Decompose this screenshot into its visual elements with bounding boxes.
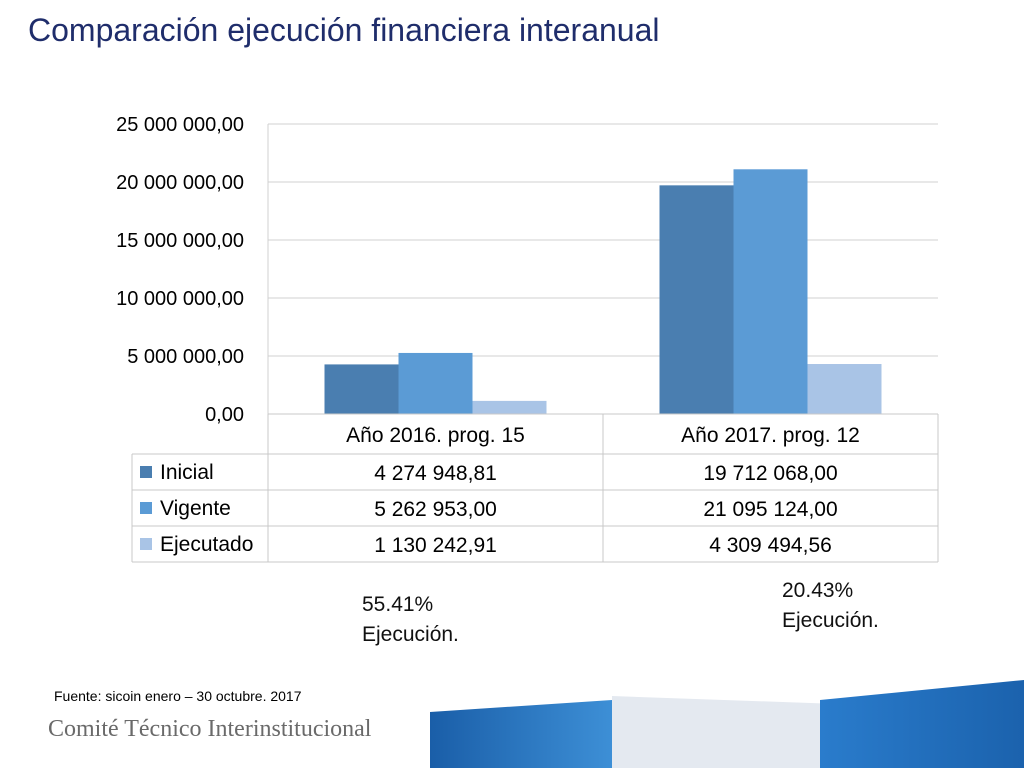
bar-ejecutado-0 <box>472 400 547 414</box>
execution-label-2017: Ejecución. <box>782 609 879 632</box>
y-tick-label: 10 000 000,00 <box>116 288 244 310</box>
legend-swatch <box>140 538 152 550</box>
execution-note-2016: 55.41% Ejecución. <box>362 590 459 650</box>
table-cell-value: 1 130 242,91 <box>374 534 497 557</box>
bar-vigente-0 <box>398 352 473 414</box>
y-tick-label: 20 000 000,00 <box>116 172 244 194</box>
y-axis-labels: 0,00 5 000 000,00 10 000 000,00 15 000 000,… <box>116 114 244 426</box>
footer-band-left <box>430 700 612 768</box>
execution-label-2016: Ejecución. <box>362 623 459 646</box>
footer-band-center <box>612 696 838 768</box>
execution-percent-2017: 20.43% <box>782 579 854 602</box>
legend-label: Ejecutado <box>160 533 253 556</box>
data-table: Año 2016. prog. 15 Año 2017. prog. 12 Inic… <box>131 413 939 563</box>
bar-chart: 0,00 5 000 000,00 10 000 000,00 15 000 000,… <box>116 114 939 563</box>
bar-inicial-0 <box>324 364 399 414</box>
table-cell-value: 5 262 953,00 <box>374 498 497 521</box>
y-tick-label: 0,00 <box>205 404 244 426</box>
legend-swatch <box>140 466 152 478</box>
table-cell-value: 21 095 124,00 <box>703 498 837 521</box>
legend-label: Inicial <box>160 461 214 484</box>
footer-band-right <box>820 680 1024 768</box>
execution-note-2017: 20.43% Ejecución. <box>782 576 879 636</box>
bar-inicial-1 <box>659 185 734 414</box>
y-tick-label: 5 000 000,00 <box>127 346 244 368</box>
chart-bars <box>324 169 882 414</box>
bar-vigente-1 <box>733 169 808 414</box>
legend-swatch <box>140 502 152 514</box>
table-cell-value: 4 309 494,56 <box>709 534 832 557</box>
bar-ejecutado-1 <box>807 364 882 414</box>
category-label: Año 2017. prog. 12 <box>681 424 860 447</box>
legend-label: Vigente <box>160 497 231 520</box>
execution-percent-2016: 55.41% <box>362 593 434 616</box>
table-cell-value: 19 712 068,00 <box>703 462 837 485</box>
slide-title: Comparación ejecución financiera interan… <box>28 12 660 48</box>
category-label: Año 2016. prog. 15 <box>346 424 525 447</box>
y-tick-label: 25 000 000,00 <box>116 114 244 136</box>
source-note: Fuente: sicoin enero – 30 octubre. 2017 <box>54 688 302 704</box>
table-cell-value: 4 274 948,81 <box>374 462 497 485</box>
organization-name: Comité Técnico Interinstitucional <box>48 716 372 742</box>
y-tick-label: 15 000 000,00 <box>116 230 244 252</box>
